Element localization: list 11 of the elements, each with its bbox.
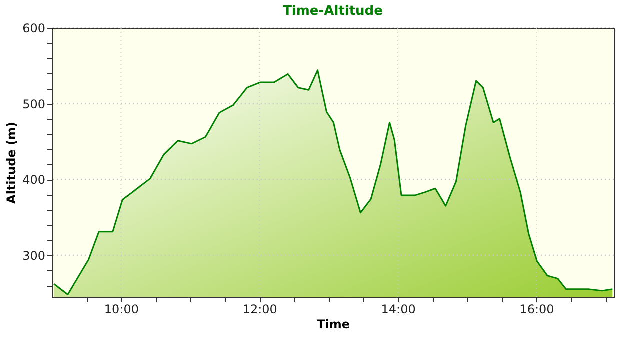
y-tick-label: 400 [22,173,46,188]
y-axis-title: Altitude (m) [4,122,19,204]
y-tick-label: 600 [22,22,46,36]
x-tick-label: 10:00 [104,302,140,316]
y-tick-label: 300 [22,248,46,263]
x-tick-label: 16:00 [520,302,554,316]
x-axis-title: Time [317,318,350,332]
chart-title: Time-Altitude [283,4,384,19]
y-tick-label: 500 [22,97,46,112]
x-tick-label: 12:00 [242,302,278,316]
x-tick-label: 14:00 [381,302,416,316]
